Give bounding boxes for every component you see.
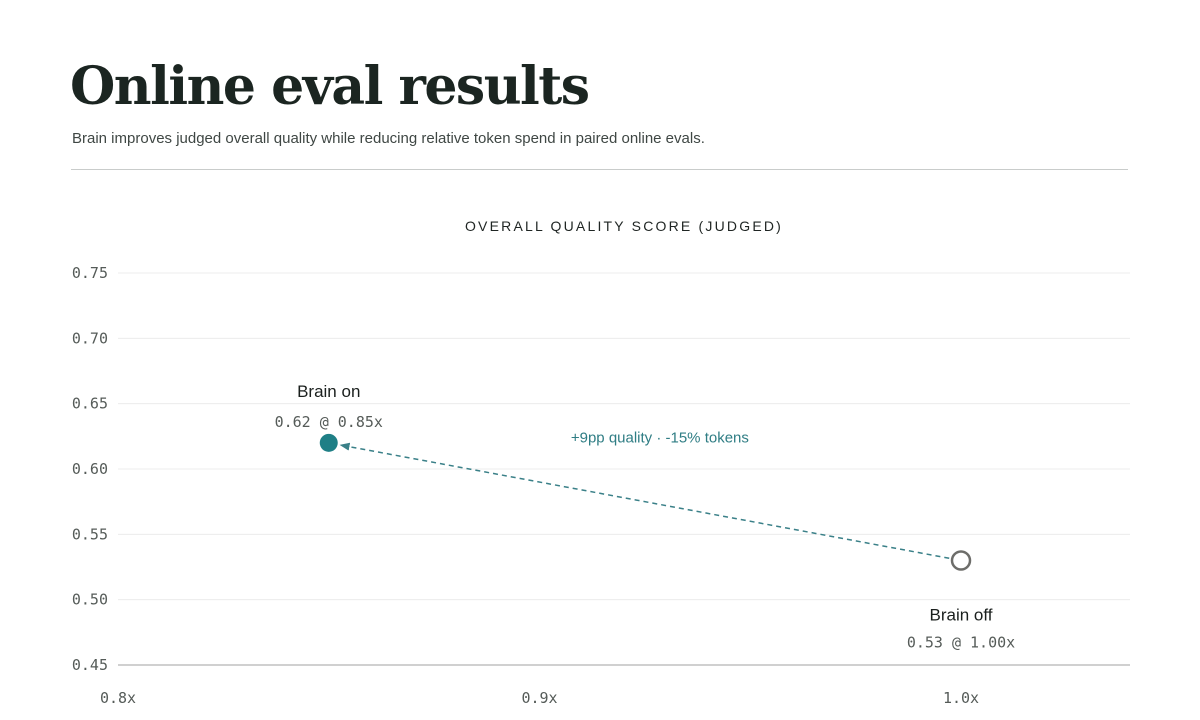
chart-title: OVERALL QUALITY SCORE (JUDGED) (465, 218, 783, 234)
y-tick-label: 0.75 (72, 264, 108, 282)
brain-on-value-label: 0.62 @ 0.85x (275, 413, 383, 431)
brain-off-marker (950, 550, 972, 571)
x-tick-label: 1.0x (943, 689, 979, 707)
brain-on-marker (319, 433, 338, 452)
annotation-layer: +9pp quality · -15% tokens (339, 430, 950, 560)
brain-on-label: Brain on (297, 382, 360, 401)
delta-arrow (339, 442, 950, 560)
page-title: Online eval results (70, 56, 590, 117)
y-tick-label: 0.55 (72, 525, 108, 543)
delta-annotation: +9pp quality · -15% tokens (571, 430, 749, 447)
brain-off-value-label: 0.53 @ 1.00x (907, 633, 1015, 651)
page-subtitle: Brain improves judged overall quality wh… (72, 130, 705, 147)
y-tick-label: 0.60 (72, 460, 108, 478)
y-tick-label: 0.45 (72, 656, 108, 674)
y-tick-label: 0.50 (72, 591, 108, 609)
y-axis: 0.75 0.70 0.65 0.60 0.55 0.50 0.45 (72, 264, 108, 674)
x-tick-label: 0.9x (521, 689, 557, 707)
brain-off-label: Brain off (929, 605, 992, 624)
points-layer: Brain on 0.62 @ 0.85x Brain off 0.53 @ 1.00… (275, 382, 1016, 652)
y-tick-label: 0.70 (72, 329, 108, 347)
header-divider (71, 169, 1128, 170)
x-axis: 0.8x 0.9x 1.0x (100, 689, 979, 707)
y-tick-label: 0.65 (72, 395, 108, 413)
x-tick-label: 0.8x (100, 689, 136, 707)
grid-layer (118, 272, 1130, 666)
